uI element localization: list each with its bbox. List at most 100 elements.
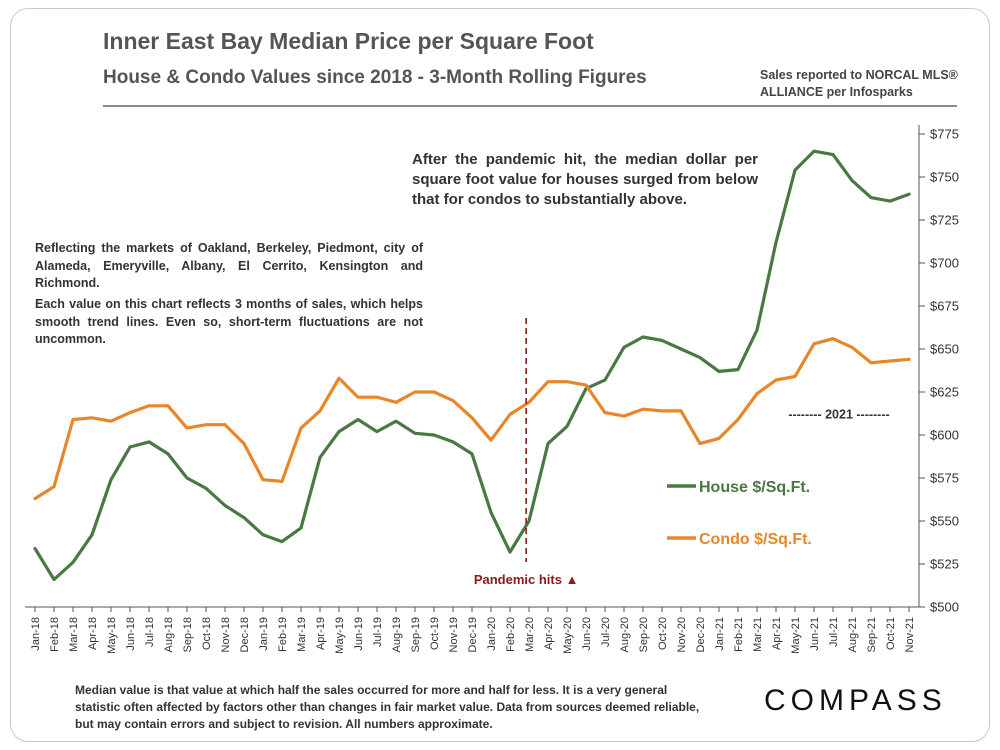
x-tick-label: Jul-20 (600, 617, 612, 647)
house-data-point (641, 335, 645, 339)
x-tick-label: Jun-18 (125, 617, 137, 651)
house-data-point (907, 192, 911, 196)
house-data-point (888, 199, 892, 203)
condo-data-point (527, 400, 531, 404)
x-tick-label: Apr-20 (543, 617, 555, 650)
x-tick-label: Aug-18 (163, 617, 175, 652)
x-tick-label: Apr-21 (771, 617, 783, 650)
x-tick-label: Jan-19 (258, 617, 270, 651)
house-data-point (90, 533, 94, 537)
condo-data-point (280, 480, 284, 483)
condo-data-point (698, 442, 702, 445)
condo-data-point (774, 378, 778, 382)
house-data-point (432, 433, 436, 437)
house-data-point (451, 440, 455, 444)
house-data-point (812, 149, 816, 153)
x-tick-label: Nov-20 (676, 617, 688, 652)
condo-data-point (109, 419, 113, 423)
chart-title: Inner East Bay Median Price per Square F… (103, 28, 594, 54)
x-tick-label: Feb-21 (733, 617, 745, 652)
y-tick-label: $550 (930, 514, 959, 529)
house-data-point (717, 369, 721, 373)
x-tick-label: Aug-20 (619, 617, 631, 652)
condo-data-point (394, 400, 398, 404)
condo-data-point (546, 380, 550, 384)
condo-data-point (584, 383, 588, 387)
x-tick-label: Sep-20 (638, 617, 650, 652)
condo-data-point (470, 416, 474, 420)
x-tick-label: Dec-20 (695, 617, 707, 652)
condo-data-point (356, 395, 360, 399)
x-tick-label: Aug-21 (847, 617, 859, 652)
x-tick-label: Feb-19 (277, 617, 289, 652)
house-data-point (489, 511, 493, 514)
y-tick-label: $650 (930, 342, 959, 357)
x-tick-label: May-19 (334, 617, 346, 654)
house-series-line (33, 149, 911, 582)
period-label-2021: -------- 2021 -------- (788, 407, 889, 421)
condo-data-point (508, 412, 512, 416)
condo-data-point (451, 399, 455, 402)
house-data-point (869, 196, 873, 200)
condo-data-point (603, 411, 607, 415)
x-tick-label: Jun-21 (809, 617, 821, 651)
house-data-point (185, 476, 189, 480)
y-tick-label: $725 (930, 213, 959, 228)
condo-data-point (71, 418, 75, 421)
x-tick-label: Oct-18 (201, 617, 213, 650)
house-data-point (147, 440, 151, 444)
house-data-point (356, 418, 360, 421)
condo-data-point (660, 409, 664, 413)
y-tick-label: $500 (930, 600, 959, 615)
house-data-point (527, 519, 531, 523)
y-tick-label: $700 (930, 256, 959, 271)
x-tick-label: Dec-18 (239, 617, 251, 652)
x-tick-label: Jul-18 (144, 617, 156, 647)
house-data-point (413, 431, 417, 435)
house-data-point (337, 430, 341, 433)
condo-data-point (679, 409, 683, 413)
y-tick-label: $775 (930, 127, 959, 142)
condo-data-point (204, 423, 208, 427)
house-data-point (565, 425, 569, 428)
x-tick-label: Mar-19 (296, 617, 308, 652)
x-tick-label: Dec-19 (467, 617, 479, 652)
house-data-point (508, 550, 512, 554)
x-tick-label: Sep-19 (410, 617, 422, 652)
condo-data-point (622, 414, 626, 418)
x-tick-label: Feb-18 (49, 617, 61, 652)
footer-disclaimer: Median value is that value at which half… (75, 683, 700, 731)
condo-data-point (166, 404, 170, 408)
x-tick-label: Aug-19 (391, 617, 403, 652)
condo-data-point (831, 337, 835, 341)
condo-data-point (90, 416, 94, 420)
chart-axes: $500 $525 $550 $575 $600 $625 $650 $675 $700 $725… (25, 125, 959, 654)
house-legend-label: House $/Sq.Ft. (699, 479, 810, 496)
house-data-point (660, 339, 664, 342)
x-tick-label: Nov-21 (904, 617, 916, 652)
house-data-point (603, 378, 607, 382)
house-data-point (831, 153, 835, 157)
x-tick-label: Mar-18 (68, 617, 80, 652)
condo-data-point (299, 426, 303, 430)
house-data-point (242, 516, 246, 519)
y-tick-label: $600 (930, 428, 959, 443)
x-tick-label: Nov-18 (220, 617, 232, 652)
x-tick-label: Mar-21 (752, 617, 764, 652)
pandemic-label: Pandemic hits ▲ (474, 572, 579, 587)
condo-data-point (223, 423, 227, 427)
house-data-point (698, 356, 702, 359)
condo-data-point (869, 361, 873, 365)
condo-data-point (318, 409, 322, 413)
house-data-point (204, 486, 208, 490)
condo-data-point (888, 359, 892, 363)
house-data-point (33, 547, 37, 550)
condo-data-point (128, 411, 132, 415)
x-tick-label: Oct-19 (429, 617, 441, 650)
y-tick-label: $525 (930, 557, 959, 572)
house-data-point (679, 347, 683, 351)
house-data-point (622, 345, 626, 349)
house-data-point (280, 540, 284, 544)
condo-data-point (565, 380, 569, 384)
